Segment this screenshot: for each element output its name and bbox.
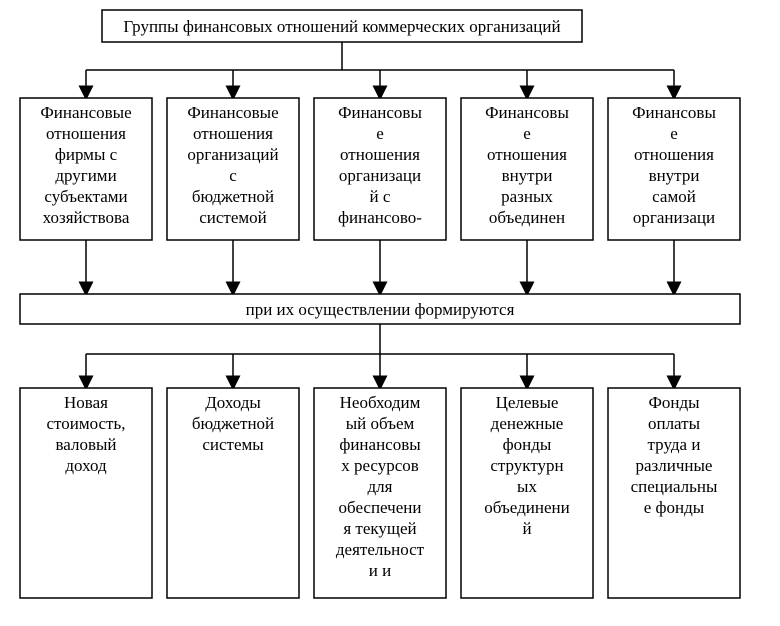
- title-text: Группы финансовых отношений коммерческих…: [123, 17, 560, 36]
- mid-text: при их осуществлении формируются: [246, 300, 515, 319]
- row2-text-3: Целевыеденежныефондыструктурныхобъединен…: [484, 393, 569, 538]
